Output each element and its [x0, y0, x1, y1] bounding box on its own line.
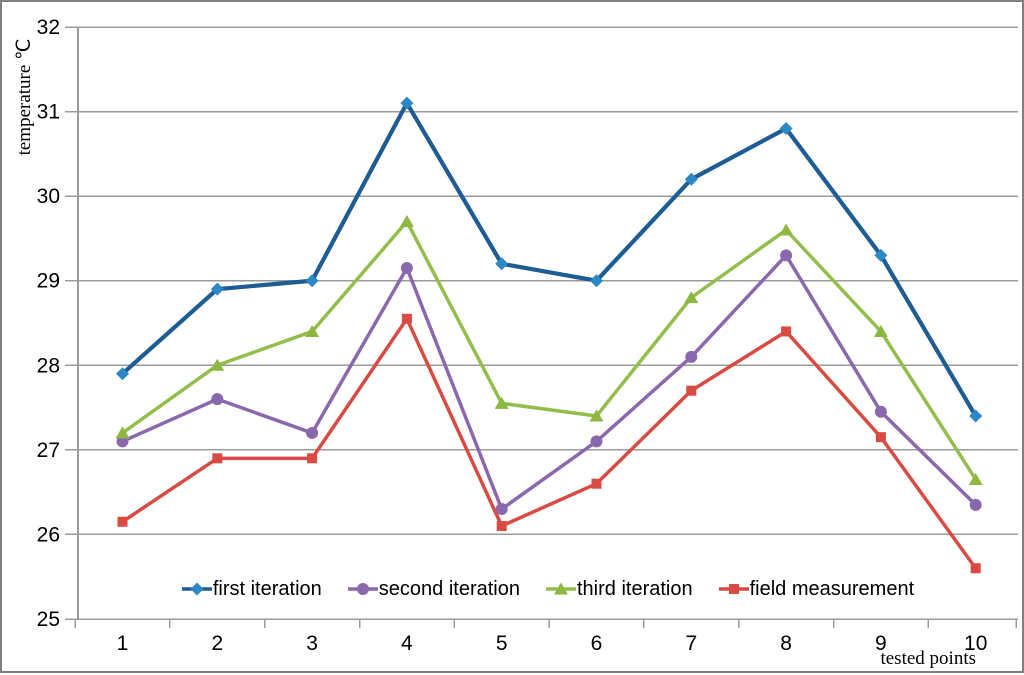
- data-point-circle: [780, 249, 793, 262]
- data-point-triangle: [779, 223, 794, 236]
- x-tick-label: 10: [964, 632, 987, 655]
- data-point-diamond: [495, 257, 509, 271]
- data-point-square: [401, 313, 412, 324]
- legend-label: field measurement: [749, 577, 915, 600]
- data-point-circle: [211, 393, 224, 406]
- data-point-square: [970, 563, 981, 574]
- data-point-square: [781, 326, 792, 337]
- legend-item: third iteration: [545, 577, 693, 601]
- data-point-square: [591, 478, 602, 489]
- data-point-circle: [400, 262, 413, 275]
- data-point-triangle: [399, 215, 414, 228]
- x-axis-title: tested points: [880, 648, 976, 669]
- y-tick-label: 26: [37, 523, 60, 546]
- y-axis-title: temperature ℃: [14, 38, 35, 156]
- data-point-diamond: [684, 172, 698, 186]
- x-tick-label: 5: [496, 632, 508, 655]
- data-point-square: [212, 453, 223, 464]
- x-tick-label: 6: [591, 632, 603, 655]
- legend-label: first iteration: [212, 577, 322, 600]
- data-point-circle: [590, 435, 603, 448]
- data-point-circle: [969, 498, 982, 511]
- legend-marker-circle-icon: [347, 583, 378, 595]
- legend-marker-diamond-icon: [181, 582, 212, 596]
- data-point-diamond: [116, 367, 129, 381]
- x-tick-label: 3: [306, 632, 318, 655]
- data-point-square: [496, 520, 507, 531]
- data-point-triangle: [873, 324, 888, 337]
- data-point-square: [117, 516, 128, 527]
- data-point-square: [875, 432, 886, 443]
- legend-marker-shape: [190, 582, 204, 596]
- data-point-diamond: [305, 274, 319, 288]
- data-point-circle: [495, 503, 508, 516]
- x-tick-label: 9: [875, 632, 887, 655]
- y-tick-label: 27: [37, 439, 60, 462]
- data-point-triangle: [968, 472, 983, 485]
- legend-marker-shape: [356, 583, 369, 595]
- x-tick-label: 1: [117, 632, 129, 655]
- legend-label: third iteration: [576, 577, 693, 600]
- data-point-triangle: [684, 291, 699, 304]
- data-point-square: [686, 385, 697, 396]
- y-tick-label: 28: [37, 354, 60, 377]
- data-point-diamond: [874, 248, 888, 262]
- data-point-square: [307, 453, 318, 464]
- x-tick-label: 2: [211, 632, 223, 655]
- data-point-triangle: [305, 324, 320, 337]
- series-line-2: [121, 218, 978, 481]
- legend-marker-shape: [728, 584, 739, 594]
- data-point-triangle: [210, 358, 225, 371]
- legend-item: first iteration: [181, 577, 322, 601]
- series-line-0: [121, 98, 978, 418]
- data-point-circle: [306, 426, 319, 439]
- legend-marker-shape: [553, 582, 568, 595]
- series-line-1: [121, 252, 977, 512]
- y-tick-label: 31: [37, 101, 60, 124]
- legend: first iteration second iteration third ite…: [78, 576, 1018, 602]
- data-point-diamond: [210, 282, 224, 296]
- data-point-diamond: [779, 121, 793, 135]
- legend-label: second iteration: [378, 577, 520, 600]
- x-tick-label: 8: [780, 632, 792, 655]
- data-point-triangle: [115, 426, 130, 439]
- series-line-3: [121, 315, 978, 570]
- data-point-circle: [685, 350, 698, 363]
- legend-marker-square-icon: [718, 584, 749, 594]
- legend-item: second iteration: [347, 577, 520, 601]
- data-point-triangle: [494, 396, 509, 409]
- y-tick-label: 32: [37, 16, 60, 39]
- data-point-diamond: [969, 409, 983, 423]
- x-tick-label: 7: [685, 632, 697, 655]
- data-point-triangle: [589, 409, 604, 422]
- y-tick-label: 25: [37, 608, 60, 631]
- data-point-diamond: [400, 96, 414, 110]
- data-point-diamond: [590, 274, 603, 288]
- x-tick-label: 4: [401, 632, 413, 655]
- y-tick-label: 30: [37, 185, 60, 208]
- legend-marker-triangle-icon: [545, 582, 576, 595]
- legend-item: field measurement: [718, 577, 915, 601]
- y-tick-label: 29: [37, 270, 60, 293]
- data-point-circle: [874, 405, 887, 418]
